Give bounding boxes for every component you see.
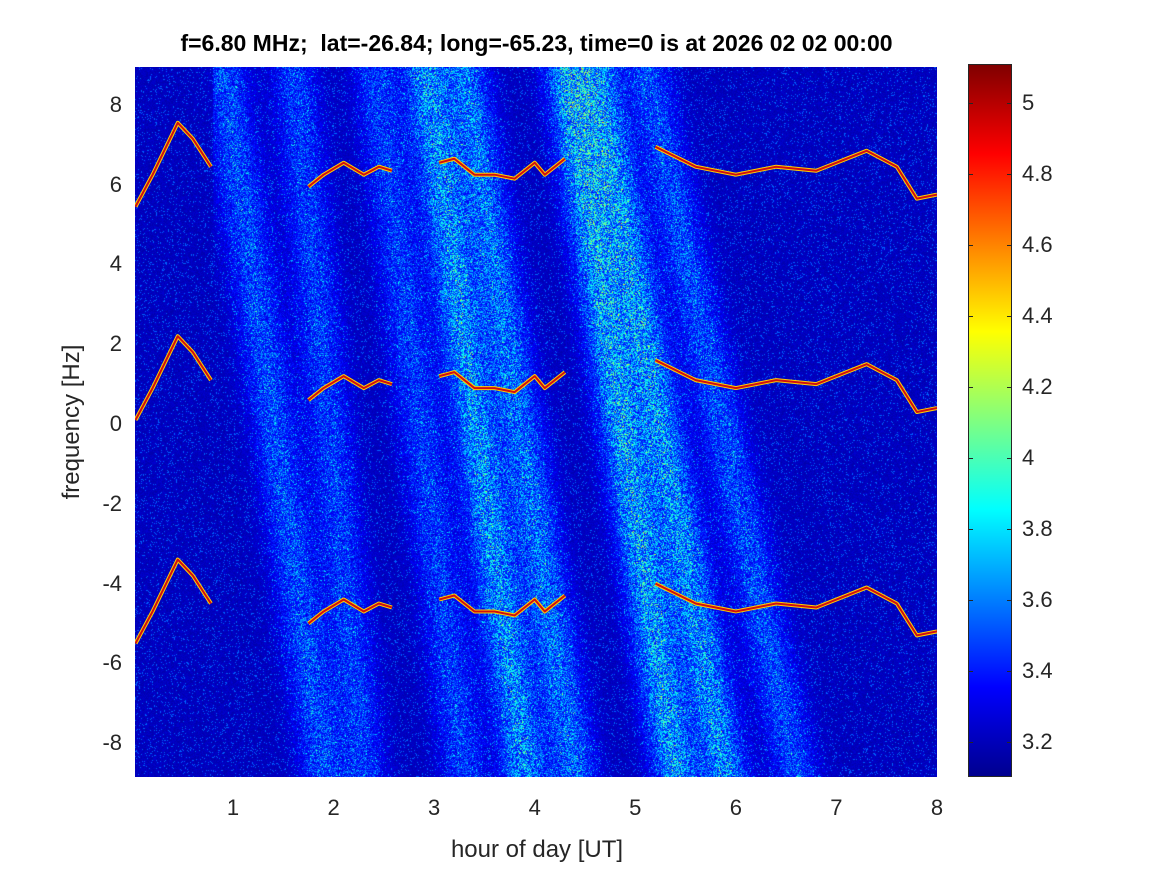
colorbar-tick-mark xyxy=(1007,244,1012,246)
echo-trace-line xyxy=(654,359,937,414)
echo-trace-line xyxy=(307,598,393,625)
y-tick-label: -8 xyxy=(102,730,122,756)
colorbar-tick-label: 3.6 xyxy=(1022,586,1053,612)
echo-trace-line xyxy=(438,157,566,180)
echo-trace-line xyxy=(654,582,937,637)
y-tick-label: -2 xyxy=(102,490,122,516)
echo-trace-line xyxy=(654,144,937,201)
echo-trace-line xyxy=(135,334,213,421)
colorbar-tick-label: 3.2 xyxy=(1022,728,1053,754)
echo-trace-line xyxy=(135,335,212,421)
echo-trace-line xyxy=(307,375,393,401)
x-tick-label: 6 xyxy=(729,795,742,820)
x-tick-label: 4 xyxy=(528,795,541,820)
colorbar-tick-mark xyxy=(1007,457,1012,459)
colorbar-tick-mark xyxy=(968,599,973,601)
colorbar-tick-label: 4.6 xyxy=(1022,231,1053,257)
echo-trace-line xyxy=(135,120,213,208)
y-tick-label: -4 xyxy=(102,570,122,596)
x-axis-label: hour of day [UT] xyxy=(450,836,624,863)
colorbar-tick-mark xyxy=(1007,386,1012,388)
colorbar-tick-mark xyxy=(968,244,973,246)
y-tick-label: 6 xyxy=(109,171,122,197)
echo-trace-line xyxy=(135,557,213,645)
colorbar-tick-label: 4.8 xyxy=(1022,160,1053,186)
echo-trace-line xyxy=(654,145,937,200)
colorbar-tick-mark xyxy=(1007,103,1012,105)
x-tick-label: 8 xyxy=(930,795,944,820)
echo-trace-line xyxy=(438,594,566,617)
y-tick-label: 2 xyxy=(109,331,122,357)
echo-trace-line xyxy=(654,358,937,415)
colorbar-tick-label: 3.4 xyxy=(1022,657,1053,683)
colorbar-tick-mark xyxy=(1007,528,1012,530)
x-tick-label: 1 xyxy=(226,795,240,820)
x-tick-label: 5 xyxy=(629,795,642,820)
y-axis-label: frequency [Hz] xyxy=(58,344,85,500)
colorbar xyxy=(968,64,1012,777)
colorbar-tick-label: 4.4 xyxy=(1022,302,1053,328)
x-tick-label: 2 xyxy=(327,795,340,820)
colorbar-tick-label: 5 xyxy=(1022,90,1035,116)
colorbar-tick-mark xyxy=(968,173,973,175)
colorbar-tick-mark xyxy=(968,103,973,105)
colorbar-tick-label: 3.8 xyxy=(1022,515,1053,541)
y-tick-label: -6 xyxy=(102,650,122,676)
colorbar-tick-label: 4 xyxy=(1022,444,1035,470)
colorbar-tick-mark xyxy=(1007,599,1012,601)
colorbar-tick-mark xyxy=(968,386,973,388)
colorbar-tick-mark xyxy=(968,457,973,459)
x-tick-label: 3 xyxy=(428,795,441,820)
echo-trace-line xyxy=(438,371,566,394)
x-tick-label: 7 xyxy=(830,795,843,820)
spectrogram-heatmap xyxy=(135,67,937,777)
plot-area xyxy=(135,67,937,777)
y-tick-label: 8 xyxy=(109,91,122,117)
colorbar-tick-mark xyxy=(968,528,973,530)
echo-trace-line xyxy=(654,581,937,638)
echo-traces xyxy=(135,120,937,645)
colorbar-tick-mark xyxy=(968,670,973,672)
y-tick-label: 4 xyxy=(109,251,122,277)
echo-trace-line xyxy=(135,121,212,208)
echo-trace-line xyxy=(135,558,212,644)
colorbar-tick-mark xyxy=(968,315,973,317)
colorbar-tick-mark xyxy=(1007,670,1012,672)
y-tick-label: 0 xyxy=(109,410,122,436)
chart-title: f=6.80 MHz; lat=-26.84; long=-65.23, tim… xyxy=(180,30,893,56)
colorbar-tick-mark xyxy=(1007,741,1012,743)
echo-trace-line xyxy=(307,161,393,188)
colorbar-tick-mark xyxy=(968,741,973,743)
colorbar-tick-mark xyxy=(1007,173,1012,175)
colorbar-tick-label: 4.2 xyxy=(1022,373,1053,399)
colorbar-tick-mark xyxy=(1007,315,1012,317)
